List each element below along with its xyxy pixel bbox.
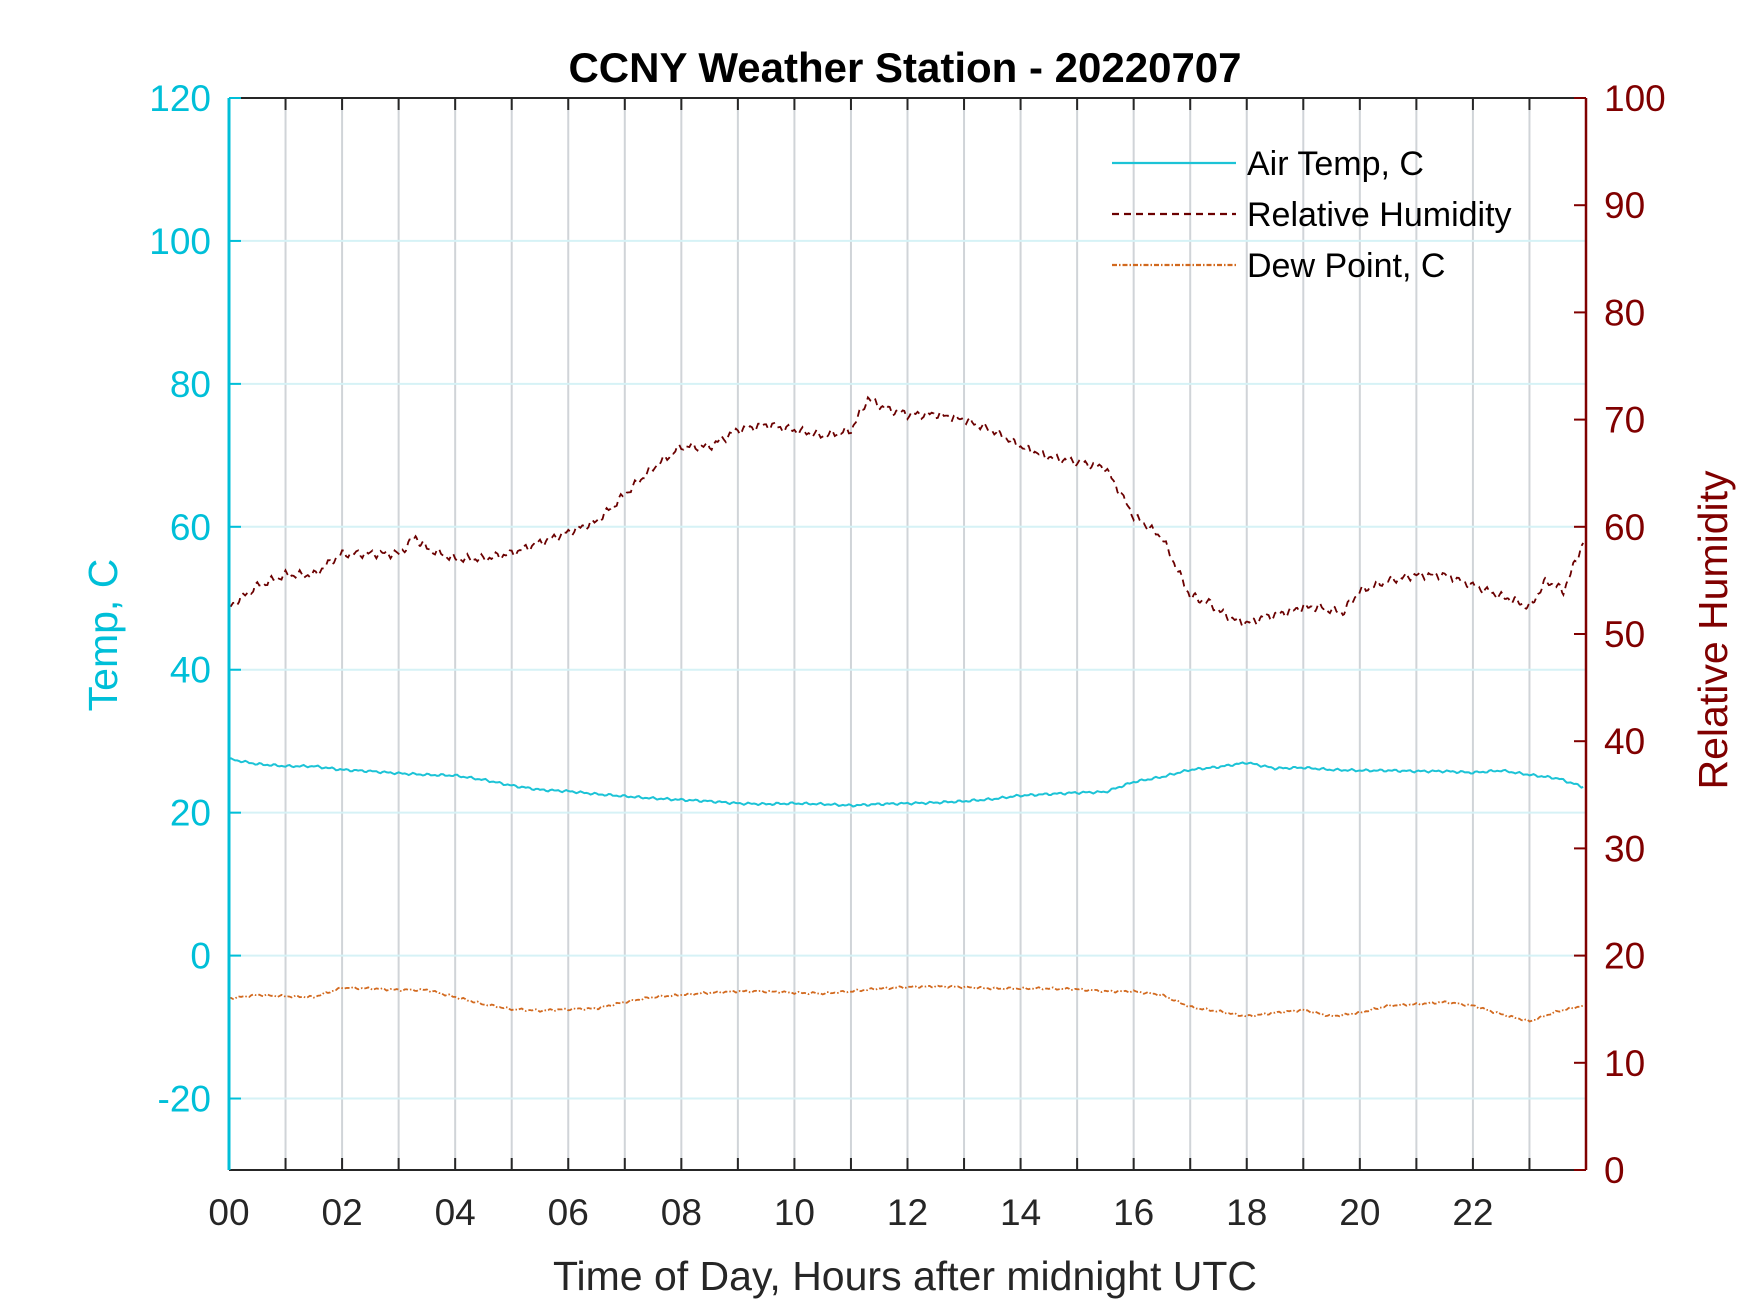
x-tick-label: 18: [1226, 1192, 1267, 1233]
x-tick-label: 04: [435, 1192, 476, 1233]
y-right-tick-label: 60: [1604, 507, 1645, 548]
y-left-tick-label: -20: [158, 1079, 211, 1120]
x-tick-label: 10: [774, 1192, 815, 1233]
y-axis-right-label: Relative Humidity: [1690, 470, 1736, 789]
y-right-tick-label: 20: [1604, 936, 1645, 977]
x-tick-label: 22: [1452, 1192, 1493, 1233]
y-left-tick-label: 20: [170, 793, 211, 834]
y-right-tick-label: 90: [1604, 185, 1645, 226]
y-right-tick-label: 0: [1604, 1150, 1625, 1191]
chart-title: CCNY Weather Station - 20220707: [568, 44, 1241, 91]
series-line-air-temp: [228, 757, 1584, 808]
y-left-tick-label: 0: [190, 936, 211, 977]
y-axis-left-label: Temp, C: [80, 559, 126, 712]
legend-label: Dew Point, C: [1247, 247, 1445, 285]
legend-label: Relative Humidity: [1247, 196, 1512, 234]
series-line-dew-point: [229, 984, 1584, 1023]
x-tick-label: 16: [1113, 1192, 1154, 1233]
x-axis-label: Time of Day, Hours after midnight UTC: [553, 1253, 1257, 1299]
y-right-tick-label: 10: [1604, 1043, 1645, 1084]
y-right-tick-label: 50: [1604, 614, 1645, 655]
y-left-tick-label: 100: [149, 221, 211, 262]
x-tick-label: 08: [661, 1192, 702, 1233]
y-left-tick-label: 40: [170, 650, 211, 691]
y-left-tick-label: 120: [149, 78, 211, 119]
y-right-tick-label: 100: [1604, 78, 1666, 119]
x-tick-label: 02: [322, 1192, 363, 1233]
series-layer: [228, 395, 1584, 1023]
y-right-tick-label: 80: [1604, 292, 1645, 333]
legend: Air Temp, C Relative Humidity Dew Point, C: [1112, 145, 1512, 285]
y-right-tick-label: 30: [1604, 828, 1645, 869]
y-right-tick-label: 70: [1604, 400, 1645, 441]
x-tick-label: 20: [1339, 1192, 1380, 1233]
x-tick-label: 00: [208, 1192, 249, 1233]
x-tick-label: 14: [1000, 1192, 1041, 1233]
axes-layer: 00 02 04 06 08 10 12 14 16 18 20 22-200204060801001…: [149, 78, 1665, 1233]
y-left-tick-label: 80: [170, 364, 211, 405]
x-tick-label: 06: [548, 1192, 589, 1233]
legend-label: Air Temp, C: [1247, 145, 1424, 183]
x-tick-label: 12: [887, 1192, 928, 1233]
y-right-tick-label: 40: [1604, 721, 1645, 762]
y-left-tick-label: 60: [170, 507, 211, 548]
